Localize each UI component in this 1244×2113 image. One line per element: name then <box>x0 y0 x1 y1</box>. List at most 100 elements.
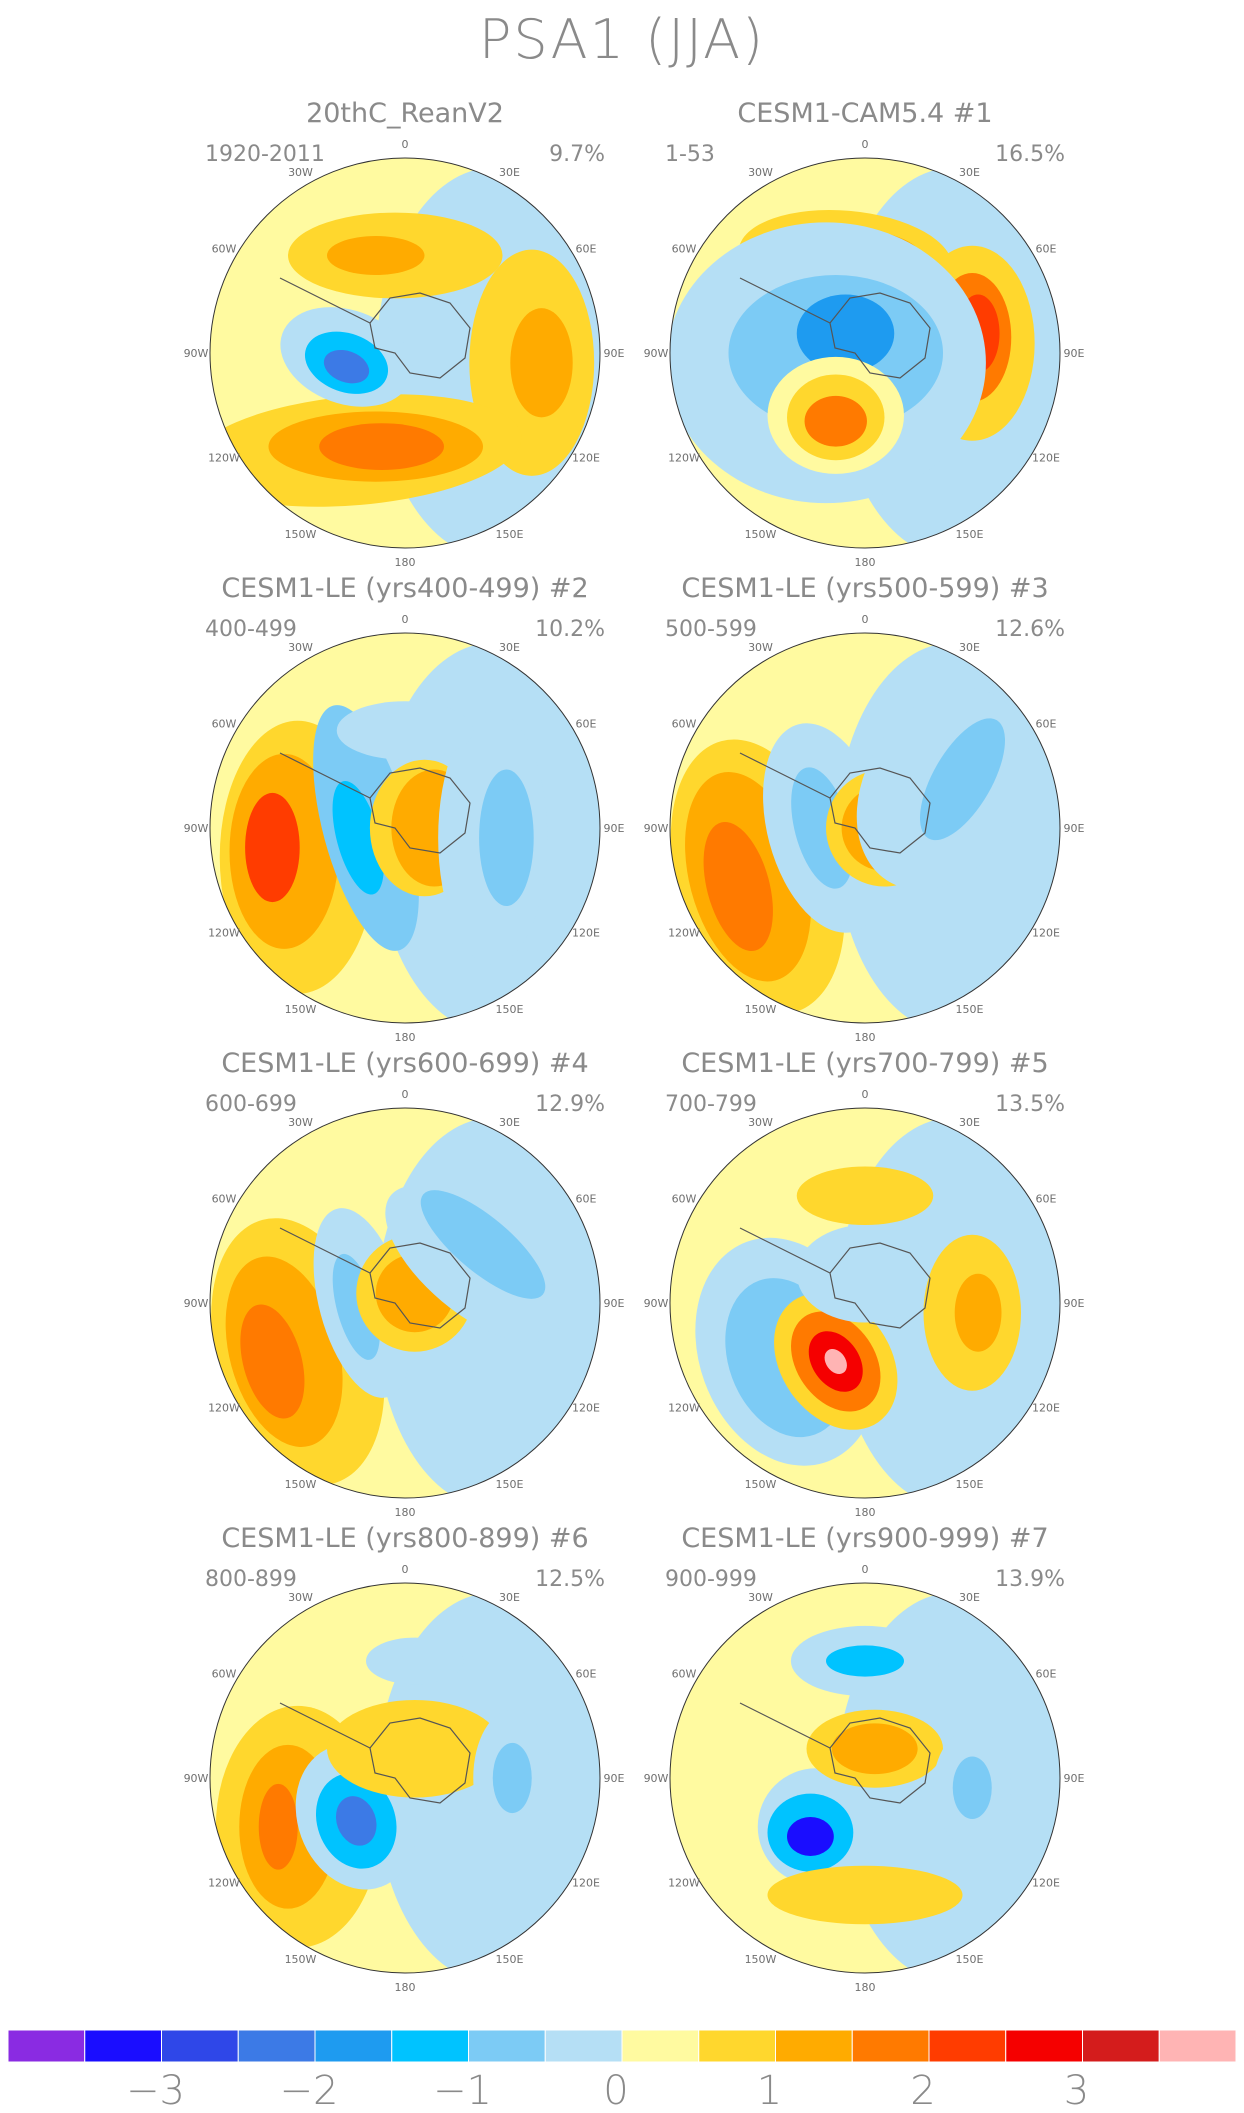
map-panel: 0 30E 60E 90E 120E 150E 180 150W 120W 90W 60W 30W CE… <box>635 98 1095 568</box>
longitude-label: 120W <box>208 927 240 940</box>
longitude-label: 30E <box>499 1591 520 1604</box>
anomaly-contour <box>420 1190 546 1299</box>
longitude-label: 150E <box>496 1953 524 1966</box>
anomaly-contour <box>245 792 300 903</box>
colorbar-swatch <box>544 2030 623 2063</box>
longitude-label: 60E <box>576 1668 597 1681</box>
longitude-label: 30W <box>748 641 773 654</box>
longitude-label: 0 <box>862 1088 869 1101</box>
longitude-label: 120W <box>668 927 700 940</box>
panel-title: CESM1-LE (yrs500-599) #3 <box>681 573 1049 604</box>
longitude-label: 120E <box>1032 927 1060 940</box>
longitude-label: 60W <box>672 1193 697 1206</box>
longitude-label: 90W <box>184 822 209 835</box>
longitude-label: 180 <box>855 556 876 568</box>
figure-title: PSA1 (JJA) <box>478 8 766 71</box>
coastline <box>279 1227 471 1329</box>
map-panel: 0 30E 60E 90E 120E 150E 180 150W 120W 90W 60W 30W CE… <box>635 573 1095 1043</box>
longitude-label: 120W <box>208 1877 240 1890</box>
longitude-label: 0 <box>862 138 869 151</box>
longitude-label: 30E <box>959 641 980 654</box>
anomaly-contour <box>258 1783 298 1870</box>
map-boundary <box>669 157 1061 549</box>
panel-period: 600-699 <box>205 1092 297 1117</box>
colorbar-swatch <box>84 2030 162 2063</box>
longitude-label: 150W <box>745 1953 777 1966</box>
longitude-label: 30E <box>959 166 980 179</box>
map-boundary <box>669 1582 1061 1974</box>
coastline <box>279 752 471 854</box>
longitude-label: 150E <box>496 1478 524 1491</box>
longitude-label: 60W <box>212 1193 237 1206</box>
longitude-label: 60E <box>576 243 597 256</box>
longitude-label: 60E <box>1036 1668 1057 1681</box>
longitude-label: 120W <box>668 452 700 465</box>
panel-variance: 12.5% <box>535 1567 605 1592</box>
colorbar: −3 −2 −1 0 1 2 3 <box>8 2030 1236 2110</box>
anomaly-contour <box>804 395 867 447</box>
map-boundary <box>209 1582 601 1974</box>
map-boundary <box>209 1107 601 1499</box>
panel-period: 500-599 <box>665 617 757 642</box>
longitude-label: 60E <box>576 718 597 731</box>
longitude-label: 90E <box>1064 347 1085 360</box>
colorbar-swatch <box>698 2030 776 2063</box>
anomaly-contour <box>335 1796 377 1846</box>
longitude-label: 90W <box>644 822 669 835</box>
coastline <box>739 277 931 379</box>
panel-period: 900-999 <box>665 1567 757 1592</box>
polar-map: 0 30E 60E 90E 120E 150E 180 150W 120W 90W 60W 30W <box>184 1563 625 1993</box>
anomaly-contour <box>510 308 573 418</box>
coastline <box>739 1227 931 1329</box>
longitude-label: 60W <box>212 718 237 731</box>
polar-map: 0 30E 60E 90E 120E 150E 180 150W 120W 90W 60W 30W <box>644 1563 1085 1993</box>
longitude-label: 30W <box>288 1116 313 1129</box>
map-boundary <box>209 632 601 1024</box>
longitude-label: 120E <box>1032 452 1060 465</box>
longitude-label: 90E <box>604 1297 625 1310</box>
longitude-label: 0 <box>402 1563 409 1576</box>
panel-title: 20thC_ReanV2 <box>306 98 504 129</box>
longitude-label: 150E <box>956 1478 984 1491</box>
map-panel: 0 30E 60E 90E 120E 150E 180 150W 120W 90W 60W 30W CE… <box>635 1048 1095 1518</box>
longitude-label: 0 <box>402 138 409 151</box>
longitude-label: 150E <box>496 528 524 541</box>
colorbar-tick-label: −1 <box>433 2068 492 2110</box>
panel-variance: 13.5% <box>995 1092 1065 1117</box>
longitude-label: 150W <box>745 1478 777 1491</box>
longitude-label: 150E <box>496 1003 524 1016</box>
colorbar-swatch <box>621 2030 700 2063</box>
longitude-label: 90W <box>184 1297 209 1310</box>
longitude-label: 90W <box>184 347 209 360</box>
panel-variance: 12.6% <box>995 617 1065 642</box>
longitude-label: 0 <box>862 1563 869 1576</box>
colorbar-swatch <box>1005 2030 1083 2063</box>
longitude-label: 120W <box>208 1402 240 1415</box>
longitude-label: 120W <box>668 1877 700 1890</box>
anomaly-contour <box>479 769 534 906</box>
longitude-label: 180 <box>855 1031 876 1043</box>
colorbar-tick-label: 3 <box>1064 2068 1089 2110</box>
longitude-label: 60W <box>212 1668 237 1681</box>
colorbar-tick-label: 0 <box>603 2068 628 2110</box>
map-boundary <box>209 157 601 549</box>
longitude-label: 150E <box>956 1003 984 1016</box>
longitude-label: 30E <box>959 1591 980 1604</box>
anomaly-contour <box>327 1700 503 1798</box>
panel-title: CESM1-LE (yrs400-499) #2 <box>221 573 589 604</box>
longitude-label: 120E <box>572 1877 600 1890</box>
longitude-label: 30E <box>499 641 520 654</box>
polar-map: 0 30E 60E 90E 120E 150E 180 150W 120W 90W 60W 30W <box>644 1088 1085 1518</box>
colorbar-swatch <box>237 2030 316 2063</box>
longitude-label: 30W <box>748 166 773 179</box>
polar-map: 0 30E 60E 90E 120E 150E 180 150W 120W 90W 60W 30W <box>644 613 1085 1043</box>
map-panel: 0 30E 60E 90E 120E 150E 180 150W 120W 90W 60W 30W CE… <box>175 573 635 1043</box>
longitude-label: 150W <box>285 1478 317 1491</box>
anomaly-contour <box>952 1756 992 1819</box>
colorbar-swatch <box>1082 2030 1160 2063</box>
longitude-label: 150E <box>956 1953 984 1966</box>
panel-title: CESM1-LE (yrs900-999) #7 <box>681 1523 1049 1554</box>
colorbar-swatch <box>1158 2030 1236 2063</box>
anomaly-contour <box>240 1304 305 1419</box>
panel-title: CESM1-LE (yrs700-799) #5 <box>681 1048 1049 1079</box>
